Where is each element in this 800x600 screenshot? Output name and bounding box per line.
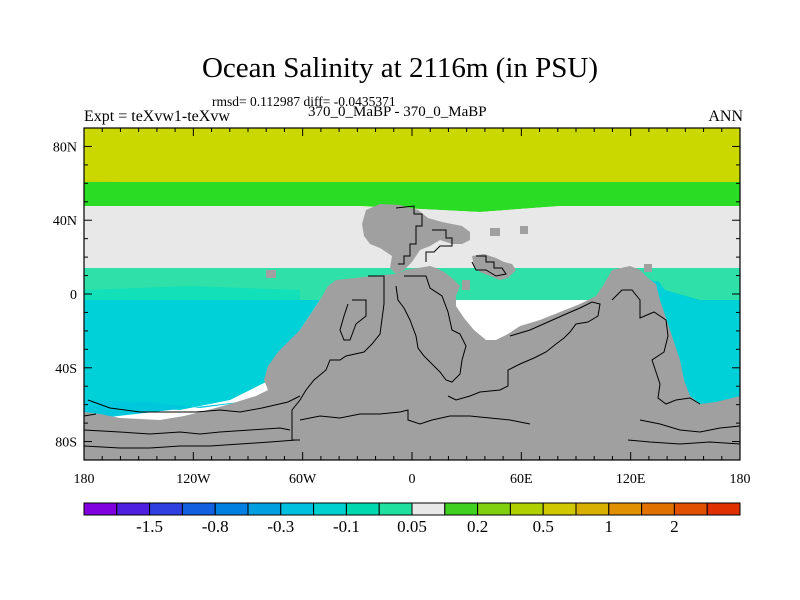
colorbar-label: 2 — [670, 517, 679, 536]
case-label: 370_0_MaBP - 370_0_MaBP — [308, 104, 487, 120]
band-80n — [84, 128, 740, 182]
x-tick-label: 180 — [730, 472, 751, 487]
colorbar-box — [378, 502, 413, 516]
land-islet-5 — [644, 264, 652, 272]
x-tick-label: 180 — [74, 472, 95, 487]
colorbar-box — [83, 502, 118, 516]
colorbar-box — [509, 502, 544, 516]
colorbar-box — [116, 502, 151, 516]
colorbar-label: 0.5 — [533, 517, 554, 536]
y-tick-label: 0 — [70, 288, 77, 303]
stats-line: rmsd= 0.112987 diff= -0.0435371 — [212, 94, 396, 109]
coastline-layer — [84, 205, 740, 449]
colorbar-box — [641, 502, 675, 516]
colorbar-box — [706, 502, 741, 516]
land-islet-3 — [462, 280, 470, 290]
y-tick-label: 40N — [53, 214, 77, 229]
colorbar-box — [214, 502, 249, 516]
colorbar-box — [247, 502, 282, 516]
colorbar-box — [673, 502, 708, 516]
land-islet-2 — [520, 226, 528, 234]
chart-title: Ocean Salinity at 2116m (in PSU) — [201, 52, 599, 84]
colorbar-box — [575, 502, 610, 516]
colorbar-label: 0.2 — [467, 517, 488, 536]
colorbar-box — [608, 502, 643, 516]
colorbar-label: -0.8 — [202, 517, 229, 536]
colorbar-box — [149, 502, 183, 516]
colorbar-label: 0.05 — [397, 517, 427, 536]
band-east-eq — [650, 270, 740, 300]
colorbar-box — [477, 502, 511, 516]
experiment-label: Expt = teXvw1-teXvw — [84, 108, 230, 125]
x-tick-label: 60E — [510, 472, 533, 487]
colorbar-box — [181, 502, 216, 516]
x-tick-label: 120E — [616, 472, 646, 487]
colorbar-box — [280, 502, 315, 516]
colorbar-labels: -1.5 -0.8 -0.3 -0.1 0.05 0.2 0.5 1 2 — [136, 517, 679, 536]
map-fill-layer — [84, 128, 740, 460]
y-tick-label: 40S — [55, 362, 77, 377]
band-south-pacific — [84, 300, 320, 410]
colorbar-boxes — [83, 502, 741, 516]
colorbar-box — [411, 502, 446, 516]
season-label: ANN — [708, 108, 743, 125]
colorbar-label: -0.3 — [267, 517, 294, 536]
colorbar-box — [313, 502, 347, 516]
colorbar-box — [542, 502, 577, 516]
y-tick-label: 80S — [55, 436, 77, 451]
axes-layer: 180 120W 60W 0 60E 120E 180 80N 40N 0 40S 80S — [53, 128, 751, 487]
y-tick-label: 80N — [53, 140, 77, 155]
land-islet-4 — [266, 270, 276, 278]
x-tick-label: 120W — [176, 472, 211, 487]
colorbar-box — [444, 502, 479, 516]
colorbar-box — [345, 502, 380, 516]
band-east-pacific — [650, 280, 740, 410]
colorbar-label: -1.5 — [136, 517, 163, 536]
x-tick-label: 60W — [289, 472, 317, 487]
band-50n — [84, 182, 740, 212]
x-tick-label: 0 — [409, 472, 416, 487]
band-tropical-pacific — [84, 286, 300, 300]
colorbar-label: 1 — [605, 517, 614, 536]
land-mass-main — [84, 204, 740, 460]
land-islet — [490, 228, 500, 236]
colorbar-label: -0.1 — [333, 517, 360, 536]
